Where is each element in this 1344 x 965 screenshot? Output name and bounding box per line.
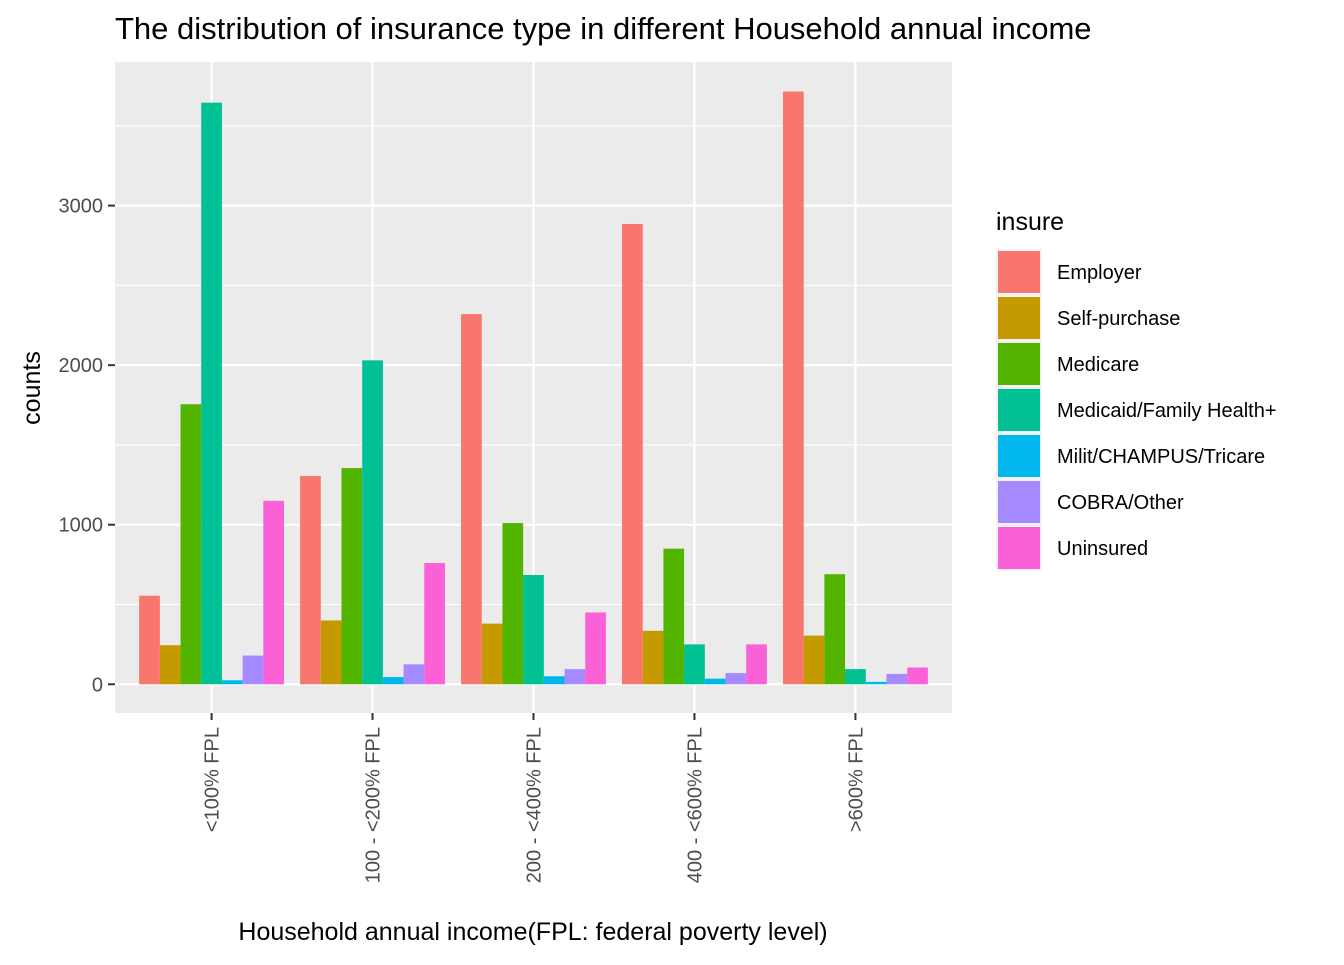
bar xyxy=(300,476,321,685)
x-axis-label: Household annual income(FPL: federal pov… xyxy=(238,918,827,946)
y-axis-label: counts xyxy=(18,351,46,425)
x-tick-label: >600% FPL xyxy=(845,727,867,832)
legend-swatch xyxy=(998,343,1040,385)
bar xyxy=(564,669,586,685)
bar xyxy=(139,595,160,685)
bar xyxy=(865,681,887,685)
legend-label: Medicare xyxy=(1057,354,1139,376)
bar xyxy=(886,673,908,685)
bar xyxy=(502,523,524,685)
bar xyxy=(725,673,747,685)
y-tick-label: 1000 xyxy=(59,515,104,537)
legend-swatch xyxy=(998,297,1040,339)
bar xyxy=(782,91,804,685)
legend-swatch xyxy=(998,389,1040,431)
legend-title: insure xyxy=(996,208,1064,236)
legend-swatch xyxy=(998,481,1040,523)
bar xyxy=(684,644,705,685)
chart-title: The distribution of insurance type in di… xyxy=(115,11,1092,46)
legend-label: Milit/CHAMPUS/Tricare xyxy=(1057,446,1265,468)
legend-label: COBRA/Other xyxy=(1057,492,1184,514)
bar xyxy=(543,676,565,685)
legend-label: Medicaid/Family Health+ xyxy=(1057,400,1277,422)
bar xyxy=(523,574,544,685)
legend: insure Employer Self-purchase Medicare Medi… xyxy=(996,208,1277,571)
bar xyxy=(159,645,181,685)
bar xyxy=(585,612,606,685)
bar xyxy=(481,623,503,685)
x-tick-label: 400 - <600% FPL xyxy=(684,727,706,883)
y-tick-label: 0 xyxy=(92,674,103,696)
legend-label: Uninsured xyxy=(1057,538,1148,560)
bar xyxy=(242,655,264,685)
legend-label: Employer xyxy=(1057,262,1142,284)
x-tick-label: <100% FPL xyxy=(202,727,224,832)
bar xyxy=(824,574,846,685)
x-tick-label: 200 - <400% FPL xyxy=(524,727,546,883)
bar xyxy=(803,635,825,685)
bar xyxy=(642,630,664,685)
legend-swatch xyxy=(998,527,1040,569)
legend-items: Employer Self-purchase Medicare Medicaid/Fa… xyxy=(996,249,1277,571)
bar xyxy=(663,548,685,685)
bar xyxy=(201,102,222,685)
legend-swatch xyxy=(998,435,1040,477)
y-tick-label: 2000 xyxy=(59,355,104,377)
bar xyxy=(403,664,425,685)
bar xyxy=(221,680,243,685)
bar xyxy=(320,620,342,685)
bar xyxy=(907,667,928,685)
bar xyxy=(845,669,866,685)
bar xyxy=(362,360,383,685)
bar xyxy=(424,563,445,685)
y-tick-label: 3000 xyxy=(59,196,104,218)
bar xyxy=(746,644,767,685)
bar xyxy=(382,677,404,685)
bar xyxy=(704,678,726,685)
bar xyxy=(341,468,363,685)
bars xyxy=(139,91,928,685)
bar xyxy=(622,223,643,685)
bar xyxy=(263,500,285,685)
x-axis: <100% FPL 100 - <200% FPL 200 - <400% FPL 4… xyxy=(202,713,867,883)
legend-swatch xyxy=(998,251,1040,293)
x-tick-label: 100 - <200% FPL xyxy=(363,727,385,883)
bar xyxy=(461,314,482,685)
legend-label: Self-purchase xyxy=(1057,308,1180,330)
y-axis: 0 1000 2000 3000 xyxy=(59,196,115,696)
bar xyxy=(180,404,202,685)
